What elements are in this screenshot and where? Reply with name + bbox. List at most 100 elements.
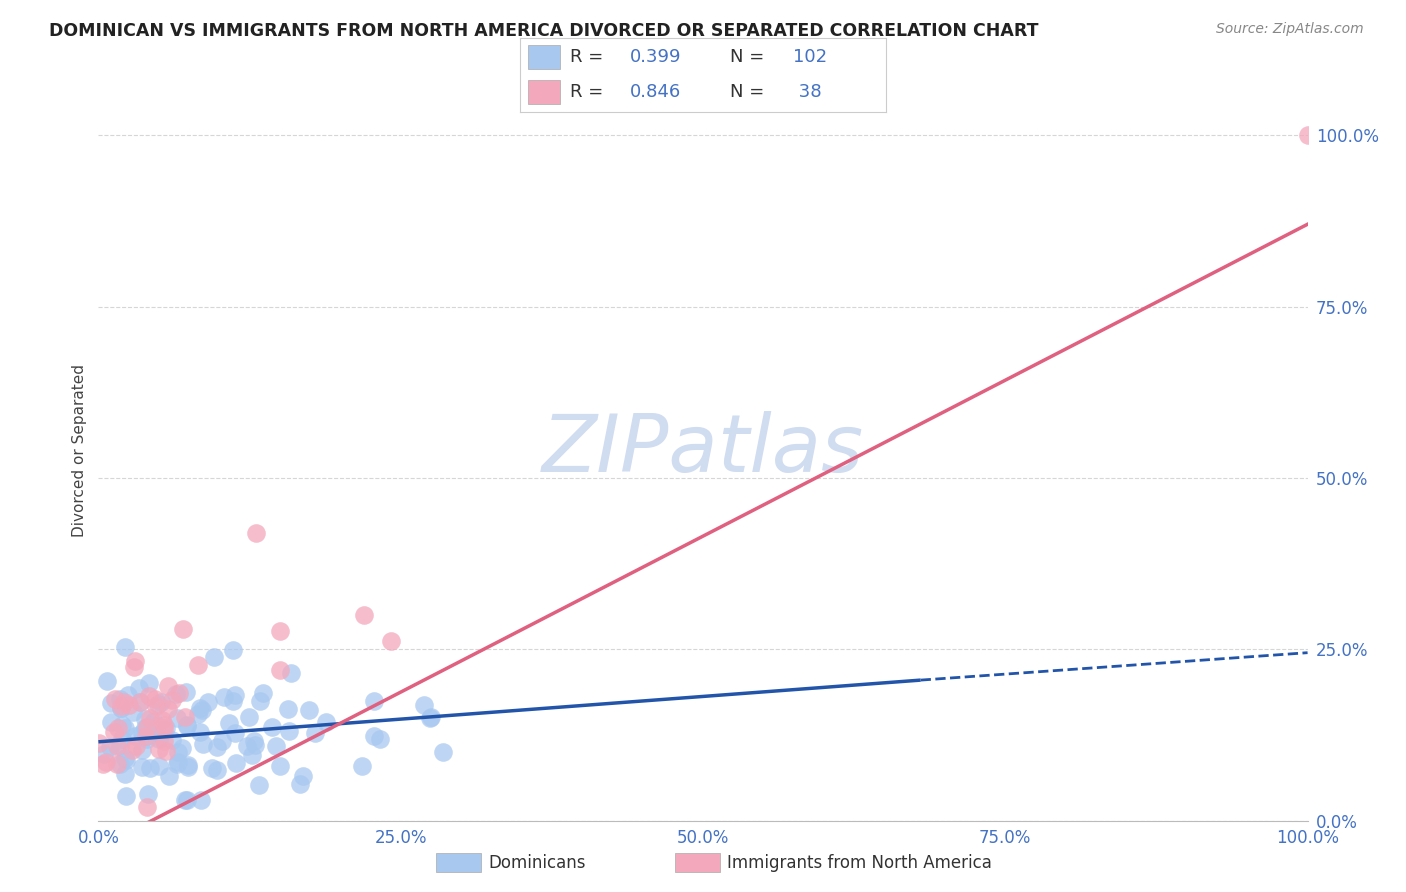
Point [188, 701, 211, 715]
Point [176, 719, 198, 733]
Point [134, 722, 156, 736]
Point [131, 759, 153, 773]
Point [157, 679, 180, 693]
Point [148, 758, 170, 772]
Point [131, 743, 153, 757]
Text: ZIPatlas: ZIPatlas [541, 411, 865, 490]
Point [143, 714, 166, 729]
Point [124, 654, 146, 668]
Point [93, 747, 115, 761]
Point [115, 753, 138, 767]
Point [269, 758, 291, 772]
Point [160, 733, 183, 747]
Point [269, 624, 291, 638]
Point [225, 756, 247, 771]
Point [114, 722, 136, 736]
Point [207, 739, 229, 754]
Point [156, 701, 179, 715]
Point [138, 689, 160, 703]
Point [111, 718, 134, 732]
Point [207, 763, 229, 777]
Text: 0.846: 0.846 [630, 83, 681, 101]
Point [243, 738, 266, 752]
Point [292, 769, 315, 783]
Point [103, 725, 125, 739]
Point [87, 736, 110, 750]
Point [136, 787, 159, 801]
Point [108, 757, 131, 772]
Point [114, 789, 136, 804]
Point [153, 734, 176, 748]
Point [108, 691, 131, 706]
Point [350, 759, 373, 773]
Point [412, 698, 434, 712]
Point [269, 664, 291, 678]
Point [118, 698, 141, 712]
Point [135, 729, 157, 743]
Point [117, 689, 139, 703]
Point [112, 695, 135, 709]
Point [249, 694, 271, 708]
Point [176, 718, 198, 732]
Point [245, 525, 267, 540]
Point [264, 739, 287, 753]
Point [129, 696, 152, 710]
Point [176, 758, 198, 772]
Point [150, 695, 173, 709]
Point [167, 755, 190, 769]
Point [174, 793, 197, 807]
Point [236, 739, 259, 753]
Point [114, 751, 136, 765]
Point [260, 720, 283, 734]
Point [165, 687, 187, 701]
Point [380, 634, 402, 648]
Point [139, 761, 162, 775]
Point [419, 711, 441, 725]
Text: 0.399: 0.399 [630, 48, 682, 66]
Text: Dominicans: Dominicans [488, 854, 585, 871]
Point [111, 731, 134, 746]
Point [224, 726, 246, 740]
Point [190, 793, 212, 807]
Point [1296, 128, 1319, 142]
Y-axis label: Divorced or Separated: Divorced or Separated [72, 364, 87, 537]
Point [188, 724, 211, 739]
Point [288, 777, 311, 791]
Point [160, 693, 183, 707]
Point [202, 649, 225, 664]
Point [176, 760, 198, 774]
Text: N =: N = [731, 48, 770, 66]
Point [155, 721, 177, 735]
Point [212, 690, 235, 704]
Text: Immigrants from North America: Immigrants from North America [727, 854, 991, 871]
Point [100, 696, 122, 710]
Point [121, 743, 143, 757]
Point [176, 793, 198, 807]
Point [122, 705, 145, 719]
Point [105, 739, 128, 754]
Point [222, 693, 245, 707]
Point [129, 695, 152, 709]
Point [170, 741, 193, 756]
Point [134, 712, 156, 726]
Point [108, 739, 131, 753]
Point [148, 732, 170, 747]
Point [218, 716, 240, 731]
Text: R =: R = [569, 83, 609, 101]
Point [211, 734, 233, 748]
Point [173, 710, 195, 724]
FancyBboxPatch shape [527, 80, 561, 104]
Text: R =: R = [569, 48, 609, 66]
Point [143, 692, 166, 706]
Point [104, 692, 127, 706]
Point [136, 732, 159, 747]
Point [191, 703, 214, 717]
Point [128, 681, 150, 695]
Point [110, 698, 132, 713]
Point [138, 676, 160, 690]
Point [247, 778, 270, 792]
Point [124, 660, 146, 674]
Point [167, 686, 190, 700]
Text: 102: 102 [793, 48, 827, 66]
Point [187, 707, 209, 722]
